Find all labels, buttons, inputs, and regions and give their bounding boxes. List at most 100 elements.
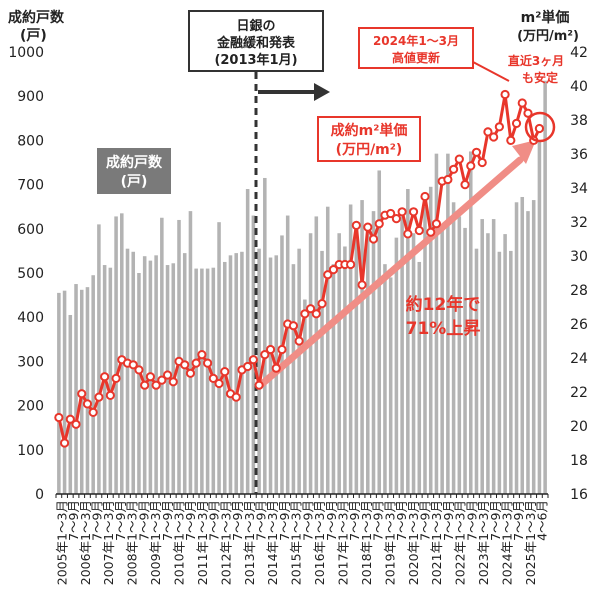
x-tick-label: 2008年1～3月 [125, 500, 140, 585]
bar [91, 275, 95, 494]
price-point [386, 208, 396, 219]
recent-highlight-circle [524, 111, 556, 143]
x-tick-label: 2014年1～3月 [265, 500, 280, 585]
left-tick-label: 500 [17, 266, 44, 282]
price-point [454, 154, 464, 164]
price-point [460, 180, 470, 190]
x-tick-label: 2007年1～3月 [101, 500, 116, 585]
price-point [403, 229, 413, 239]
x-tick-label: 2018年1～3月 [359, 500, 374, 585]
trend-arrow-shaft [258, 156, 524, 388]
bar [194, 268, 198, 494]
bar [543, 80, 547, 494]
x-tick-label: 2011年1～3月 [195, 500, 210, 585]
bar [423, 206, 427, 494]
x-tick-label: 7～9月 [113, 500, 128, 541]
x-tick-label: 7～9月 [324, 500, 339, 541]
x-tick-label: 2005年1～3月 [54, 500, 69, 585]
price-point [534, 123, 545, 134]
bar [474, 248, 479, 494]
x-tick-label: 4～6月 [535, 500, 550, 541]
bar [62, 290, 67, 494]
price-point [100, 372, 110, 382]
right-tick-label: 42 [570, 45, 588, 61]
price-point [523, 108, 533, 118]
price-point [483, 127, 493, 137]
bar [428, 186, 433, 494]
bar [291, 264, 296, 494]
bar [503, 234, 507, 494]
price-point [71, 419, 81, 429]
price-point [317, 299, 327, 309]
price-point [265, 344, 276, 355]
x-tick-label: 7～9月 [441, 500, 456, 541]
price-point [157, 375, 167, 385]
bar [137, 273, 141, 494]
bar [531, 200, 536, 494]
bar [497, 251, 502, 494]
price-point [346, 259, 356, 270]
price-point [305, 304, 316, 314]
trend-text-line2: 71%上昇 [406, 319, 481, 339]
price-point [231, 392, 241, 402]
right-tick-label: 24 [570, 351, 588, 367]
price-point [311, 309, 321, 319]
bar [74, 284, 78, 494]
left-tick-label: 200 [17, 399, 44, 415]
bar [160, 217, 164, 494]
price-point [140, 380, 150, 390]
price-point [168, 377, 178, 387]
x-tick-label: 2016年1～3月 [312, 500, 327, 585]
left-tick-label: 0 [35, 487, 44, 503]
bar [85, 287, 90, 494]
boj-arrow-head [314, 83, 330, 101]
right-tick-label: 32 [570, 215, 588, 231]
bar [285, 215, 290, 495]
price-point [414, 225, 424, 236]
left-axis-unit: (戸) [20, 28, 47, 44]
bar [411, 233, 416, 494]
left-tick-label: 800 [17, 133, 44, 149]
bar [388, 277, 393, 494]
right-tick-label: 22 [570, 385, 588, 401]
price-point [277, 344, 287, 355]
bar [228, 255, 233, 494]
bar-series [57, 80, 547, 495]
x-tick-label: 2017年1～3月 [336, 500, 351, 585]
x-tick-label: 7～9月 [464, 500, 479, 541]
left-tick-label: 900 [17, 89, 44, 105]
bar [205, 268, 210, 494]
right-axis-ticks: 16 18 20 22 24 26 28 30 32 34 36 38 40 42 [570, 45, 588, 503]
x-tick-label: 2022年1～3月 [453, 500, 468, 585]
bar [182, 253, 187, 494]
price-point [260, 350, 270, 360]
price-point [449, 164, 459, 174]
price-line-series [54, 89, 545, 448]
left-tick-label: 300 [17, 354, 44, 370]
high-annotation-line2: 高値更新 [392, 50, 440, 65]
price-point [77, 389, 87, 399]
price-point [82, 399, 93, 409]
price-point [208, 373, 218, 383]
right-tick-label: 38 [570, 113, 588, 129]
price-point [54, 412, 64, 423]
price-point [145, 372, 155, 382]
right-tick-label: 26 [570, 317, 588, 333]
left-tick-label: 1000 [8, 45, 44, 61]
price-point [357, 280, 367, 290]
bar [303, 299, 307, 494]
right-tick-label: 40 [570, 79, 588, 95]
bar [297, 248, 301, 494]
price-point [197, 350, 207, 360]
high-annotation-pointer [472, 61, 510, 82]
bar [400, 216, 404, 494]
price-point [391, 214, 401, 224]
bar [188, 211, 193, 494]
bar [125, 248, 130, 494]
price-point [288, 321, 299, 331]
x-tick-label: 7～9月 [277, 500, 292, 541]
bar [480, 219, 484, 495]
line-label-line2: (万円/m²) [336, 142, 403, 158]
trend-text-line1: 約12年で [406, 294, 481, 315]
